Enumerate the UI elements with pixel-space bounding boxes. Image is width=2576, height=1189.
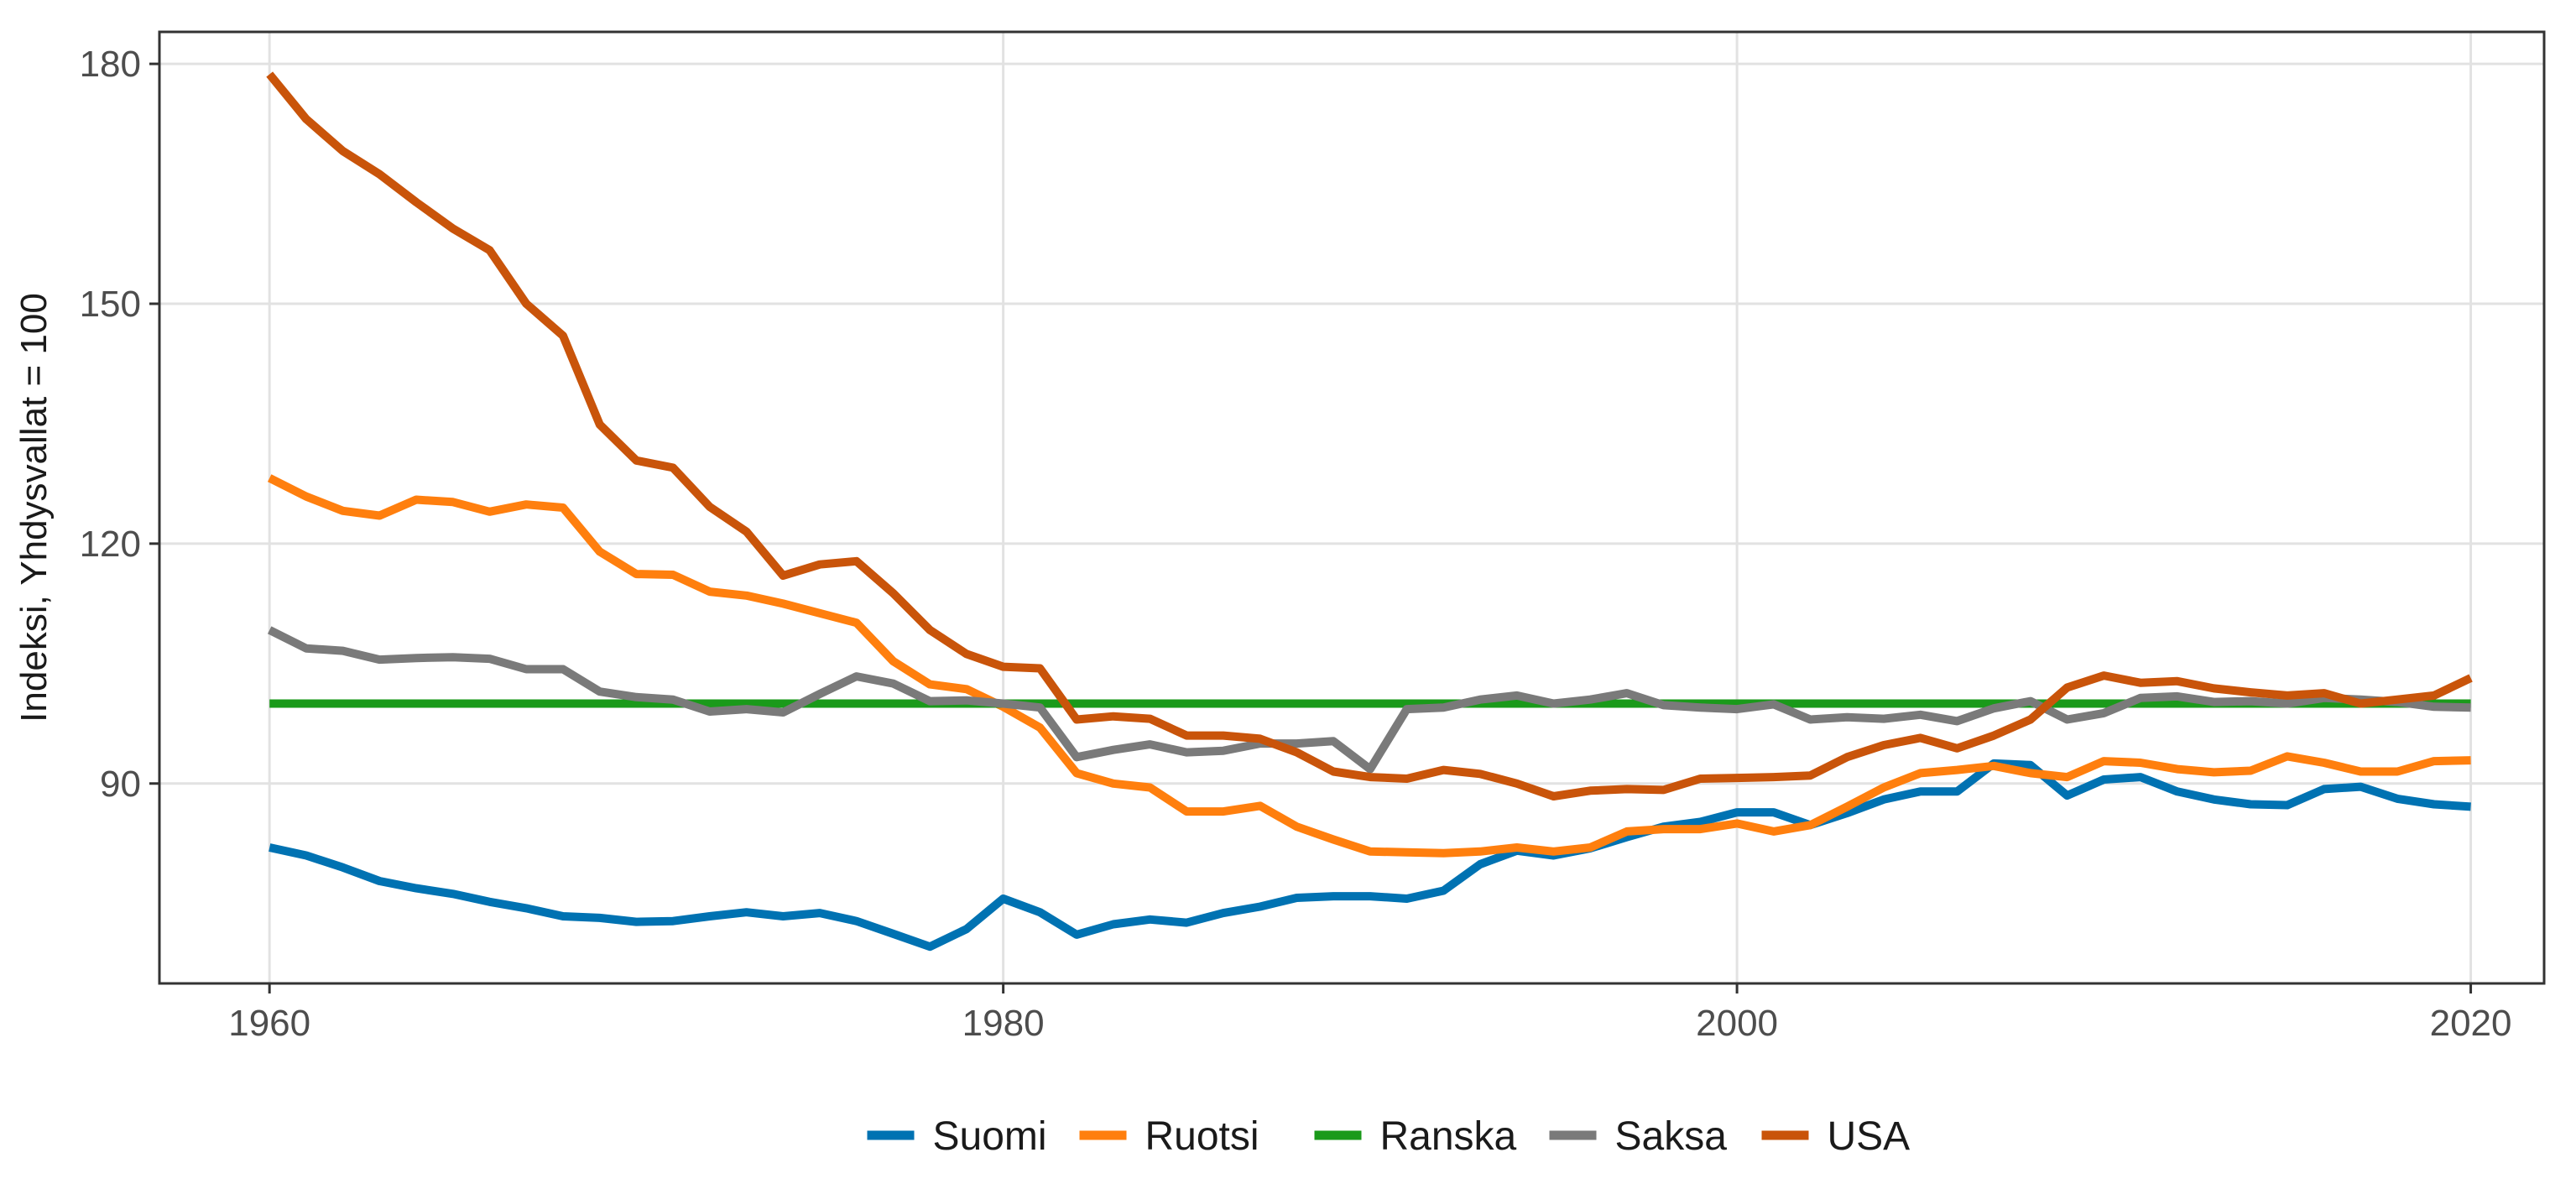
series-line-ruotsi: [267, 474, 2471, 858]
x-tick-label: 1980: [962, 1003, 1045, 1044]
axis-layer: 90 120 150 180 1960 1980 2000 2020: [80, 44, 2512, 1044]
y-axis-title: Indeksi, Yhdysvallat = 100: [13, 293, 55, 722]
y-tick-label: 180: [80, 44, 141, 85]
legend-item-suomi: Suomi: [867, 1114, 1047, 1159]
legend-label-ranska: Ranska: [1380, 1114, 1517, 1159]
legend-item-saksa: Saksa: [1549, 1114, 1728, 1159]
y-tick-label: 150: [80, 284, 141, 325]
y-tick-label: 90: [100, 764, 141, 805]
legend-label-saksa: Saksa: [1615, 1114, 1728, 1159]
legend-label-usa: USA: [1828, 1114, 1911, 1159]
series-layer: [266, 71, 2473, 952]
legend-item-ranska: Ranska: [1314, 1114, 1517, 1159]
legend-label-suomi: Suomi: [933, 1114, 1047, 1159]
series-line-saksa: [267, 626, 2471, 774]
series-line-suomi: [269, 759, 2471, 952]
y-tick-label: 120: [80, 524, 141, 565]
series-line-usa: [266, 71, 2473, 800]
x-tick-label: 2020: [2430, 1003, 2512, 1044]
x-tick-label: 2000: [1696, 1003, 1778, 1044]
legend-item-usa: USA: [1761, 1114, 1911, 1159]
legend-item-ruotsi: Ruotsi: [1079, 1114, 1259, 1159]
legend: Suomi Ruotsi Ranska Saksa USA: [867, 1114, 1911, 1159]
plot-panel-border: [158, 30, 2546, 985]
x-tick-label: 1960: [228, 1003, 310, 1044]
legend-label-ruotsi: Ruotsi: [1145, 1114, 1259, 1159]
